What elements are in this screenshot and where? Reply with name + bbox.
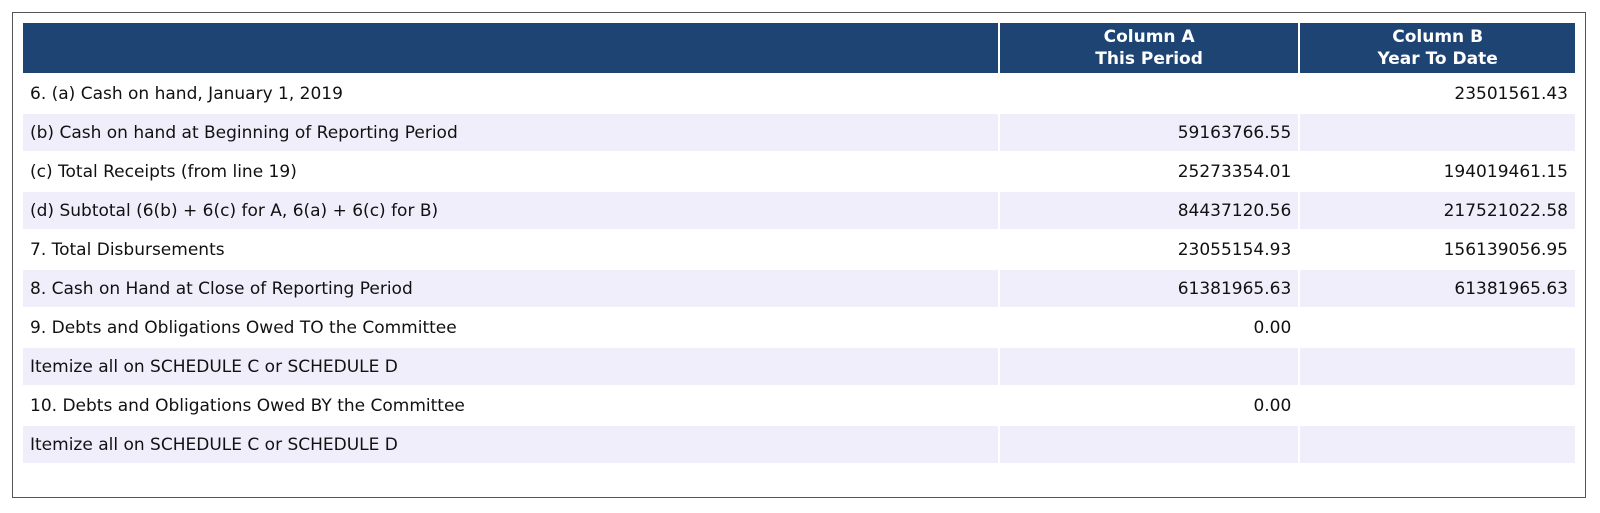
header-column-a: Column A This Period: [999, 23, 1299, 73]
table-row-6d: (d) Subtotal (6(b) + 6(c) for A, 6(a) + …: [23, 192, 1575, 229]
row-value-b: 194019461.15: [1443, 161, 1568, 182]
row-value-a: 61381965.63: [999, 270, 1299, 307]
row-value-b: 23501561.43: [1454, 83, 1568, 104]
row-value-b: [1300, 348, 1575, 385]
header-column-b: Column B Year To Date: [1300, 23, 1575, 73]
column-a-subtitle: This Period: [1095, 49, 1203, 69]
column-a-title: Column A: [1103, 27, 1195, 47]
table-row-10-note: Itemize all on SCHEDULE C or SCHEDULE D: [23, 426, 1575, 463]
row-label: 9. Debts and Obligations Owed TO the Com…: [30, 317, 457, 338]
header-row: Column A This Period Column B Year To Da…: [23, 23, 1575, 73]
table-row-9: 9. Debts and Obligations Owed TO the Com…: [23, 309, 1575, 346]
row-value-a: 0.00: [1253, 395, 1292, 416]
row-value-b: [1300, 387, 1575, 424]
row-label: 10. Debts and Obligations Owed BY the Co…: [30, 395, 465, 416]
row-label: 6. (a) Cash on hand, January 1, 2019: [30, 83, 343, 104]
table-row-10: 10. Debts and Obligations Owed BY the Co…: [23, 387, 1575, 424]
table-row-8: 8. Cash on Hand at Close of Reporting Pe…: [23, 270, 1575, 307]
row-value-b: [1300, 426, 1575, 463]
table-row-6b: (b) Cash on hand at Beginning of Reporti…: [23, 114, 1575, 151]
row-value-a: 84437120.56: [999, 192, 1299, 229]
table-row-7: 7. Total Disbursements 23055154.93 15613…: [23, 231, 1575, 268]
row-label: Itemize all on SCHEDULE C or SCHEDULE D: [23, 426, 998, 463]
row-value-a: [1000, 75, 1298, 112]
row-value-b: 61381965.63: [1300, 270, 1575, 307]
summary-table: Column A This Period Column B Year To Da…: [21, 21, 1577, 465]
row-value-a: 25273354.01: [1177, 161, 1292, 182]
row-label: Itemize all on SCHEDULE C or SCHEDULE D: [23, 348, 998, 385]
row-value-b: [1300, 114, 1575, 151]
row-label: 7. Total Disbursements: [30, 239, 225, 260]
row-label: (b) Cash on hand at Beginning of Reporti…: [23, 114, 998, 151]
row-value-a: 0.00: [1253, 317, 1292, 338]
row-value-a: 23055154.93: [1177, 239, 1292, 260]
table-row-6c: (c) Total Receipts (from line 19) 252733…: [23, 153, 1575, 190]
column-b-title: Column B: [1392, 27, 1484, 47]
column-b-subtitle: Year To Date: [1377, 49, 1498, 69]
row-label: (d) Subtotal (6(b) + 6(c) for A, 6(a) + …: [23, 192, 998, 229]
table-row-6a: 6. (a) Cash on hand, January 1, 2019 235…: [23, 75, 1575, 112]
row-value-a: 59163766.55: [999, 114, 1299, 151]
header-label-cell: [23, 23, 998, 73]
summary-frame: Column A This Period Column B Year To Da…: [12, 12, 1586, 498]
row-value-b: 217521022.58: [1300, 192, 1575, 229]
row-value-b: 156139056.95: [1443, 239, 1568, 260]
row-value-a: [999, 426, 1299, 463]
row-label: (c) Total Receipts (from line 19): [30, 161, 297, 182]
row-label: 8. Cash on Hand at Close of Reporting Pe…: [23, 270, 998, 307]
table-row-9-note: Itemize all on SCHEDULE C or SCHEDULE D: [23, 348, 1575, 385]
row-value-a: [999, 348, 1299, 385]
row-value-b: [1300, 309, 1575, 346]
